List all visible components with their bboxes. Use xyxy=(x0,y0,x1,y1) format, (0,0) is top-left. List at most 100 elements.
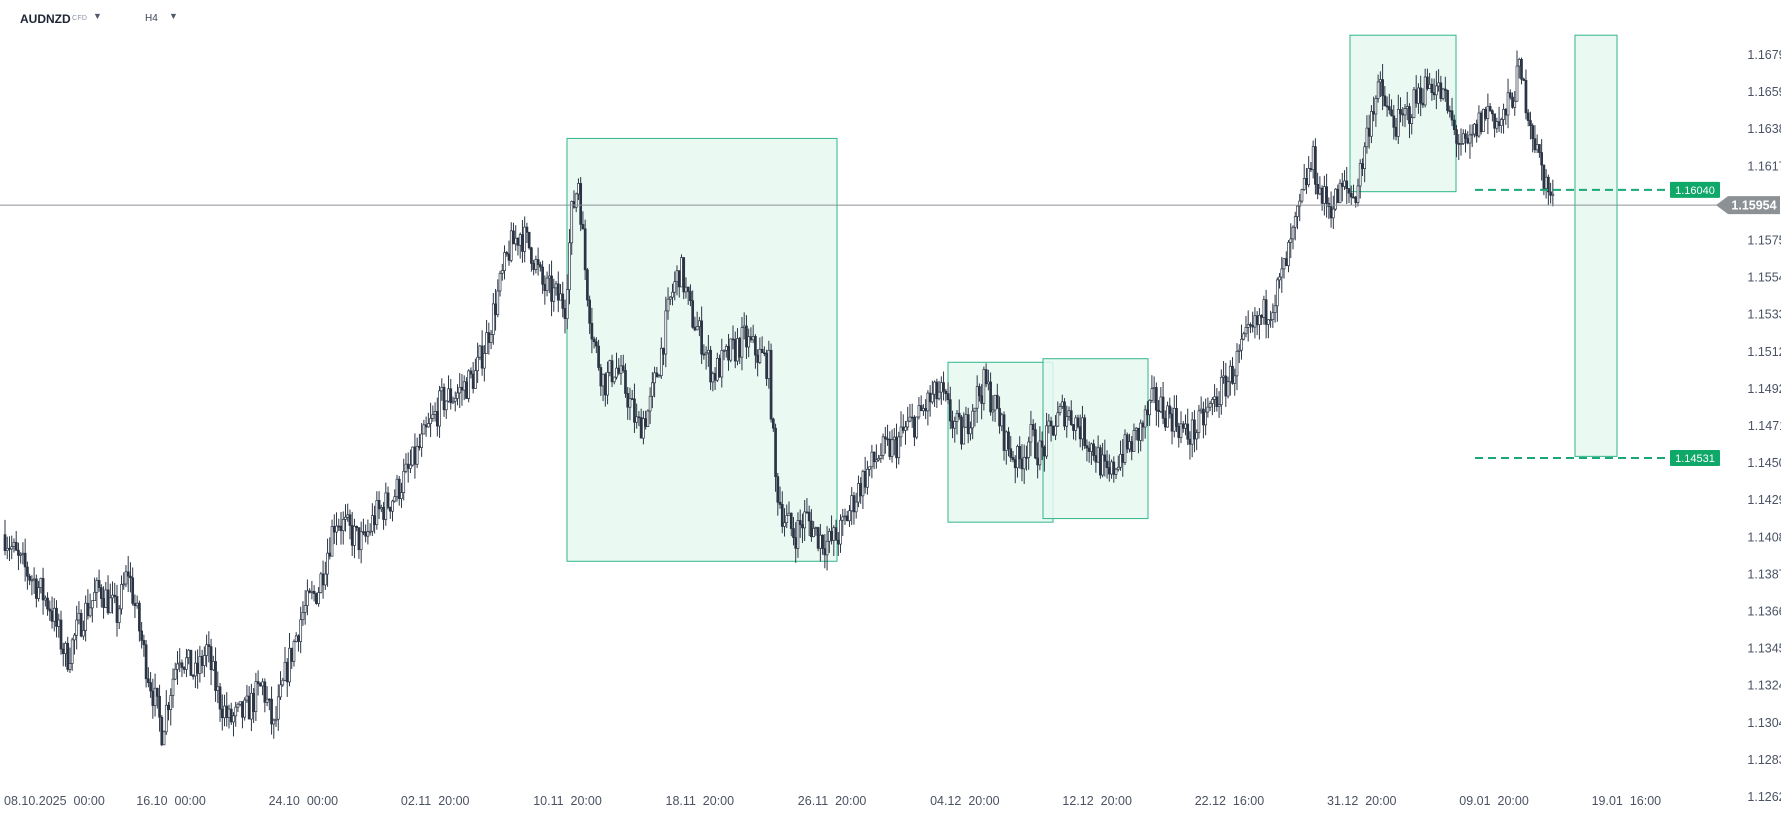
candle xyxy=(1370,105,1373,144)
candle xyxy=(409,449,412,474)
candle xyxy=(899,411,903,447)
candle-body xyxy=(859,483,863,497)
candle-body xyxy=(1253,315,1257,328)
candle xyxy=(503,245,506,280)
candle xyxy=(1540,139,1543,181)
candle-body xyxy=(545,277,549,291)
candle xyxy=(471,361,475,394)
candle xyxy=(238,701,242,707)
candle xyxy=(1190,411,1194,458)
candle-body xyxy=(850,495,854,512)
candle xyxy=(144,639,148,688)
candle xyxy=(353,518,356,559)
timeframe-chevron-down-icon[interactable]: ▼ xyxy=(169,11,178,21)
candle-body xyxy=(471,373,475,389)
candle-body xyxy=(991,409,995,413)
highlight-zone[interactable] xyxy=(1574,34,1618,457)
candle xyxy=(216,671,220,704)
candle-body xyxy=(1466,138,1470,144)
candle-body xyxy=(1352,196,1355,199)
candle-body xyxy=(332,526,336,533)
candle xyxy=(1197,404,1201,439)
candle xyxy=(1390,99,1393,117)
candle xyxy=(462,375,466,401)
candle xyxy=(689,284,692,307)
candle-body xyxy=(1484,109,1487,119)
candle-body xyxy=(77,612,81,621)
candle-body xyxy=(720,350,724,378)
candle xyxy=(438,385,441,438)
candle-body xyxy=(1547,176,1550,193)
candle-body xyxy=(910,416,914,419)
candle xyxy=(1381,63,1384,111)
candle xyxy=(1457,134,1461,160)
candle-body xyxy=(886,438,889,441)
candle-body xyxy=(1096,447,1100,463)
candle-body xyxy=(48,608,52,612)
candle xyxy=(1262,295,1266,325)
candle xyxy=(245,684,249,703)
candle xyxy=(129,562,132,593)
candle xyxy=(75,605,79,650)
candle-body xyxy=(1262,299,1266,318)
candle xyxy=(1092,439,1095,461)
candle xyxy=(863,456,867,494)
candle xyxy=(1508,89,1512,100)
candle-body xyxy=(297,635,300,642)
candle-body xyxy=(1430,83,1434,93)
candle xyxy=(1143,405,1147,439)
candle xyxy=(1307,156,1311,188)
candle xyxy=(834,519,838,541)
candle xyxy=(458,372,462,409)
candle xyxy=(187,649,191,665)
candle-body xyxy=(1307,168,1311,186)
candle xyxy=(366,519,370,545)
candle xyxy=(1529,111,1532,140)
candle xyxy=(1412,86,1416,119)
candle-body xyxy=(133,603,137,607)
candle-body xyxy=(1128,441,1131,450)
candle-body xyxy=(1497,121,1501,126)
candle-body xyxy=(1105,460,1109,468)
candle xyxy=(303,590,307,625)
candle xyxy=(747,328,751,358)
candle xyxy=(97,569,101,592)
candle-body xyxy=(957,412,961,418)
timeframe-label[interactable]: H4 xyxy=(145,13,158,24)
candle xyxy=(348,509,352,540)
highlight-zone[interactable] xyxy=(1042,358,1149,520)
candle xyxy=(1387,93,1391,115)
candle xyxy=(512,222,515,245)
candle xyxy=(628,387,632,421)
candle-body xyxy=(539,264,542,268)
symbol-label[interactable]: AUDNZD xyxy=(20,12,71,26)
candle-body xyxy=(1459,143,1463,145)
candle xyxy=(1491,109,1494,122)
candle-body xyxy=(299,619,303,642)
candle-body xyxy=(928,392,932,403)
candle-body xyxy=(1403,108,1407,116)
candle xyxy=(498,270,502,297)
candle-body xyxy=(52,607,56,622)
candle-body xyxy=(792,528,795,538)
candle-body xyxy=(588,299,591,324)
candle xyxy=(691,290,695,329)
candle-body xyxy=(931,393,934,403)
candle-body xyxy=(339,525,343,532)
candle xyxy=(162,730,166,746)
candle-body xyxy=(1432,92,1436,96)
candle xyxy=(1504,108,1508,125)
symbol-chevron-down-icon[interactable]: ▼ xyxy=(93,11,102,21)
candle-body xyxy=(1551,193,1555,196)
candle-body xyxy=(1517,59,1521,67)
candle-body xyxy=(55,607,58,627)
candle-body xyxy=(1049,420,1053,427)
candle xyxy=(565,274,569,330)
candle-body xyxy=(832,527,836,541)
candle-body xyxy=(554,283,558,289)
candle xyxy=(1410,114,1414,135)
candle xyxy=(915,416,919,440)
candle xyxy=(1486,93,1490,135)
candle-body xyxy=(1170,413,1174,432)
